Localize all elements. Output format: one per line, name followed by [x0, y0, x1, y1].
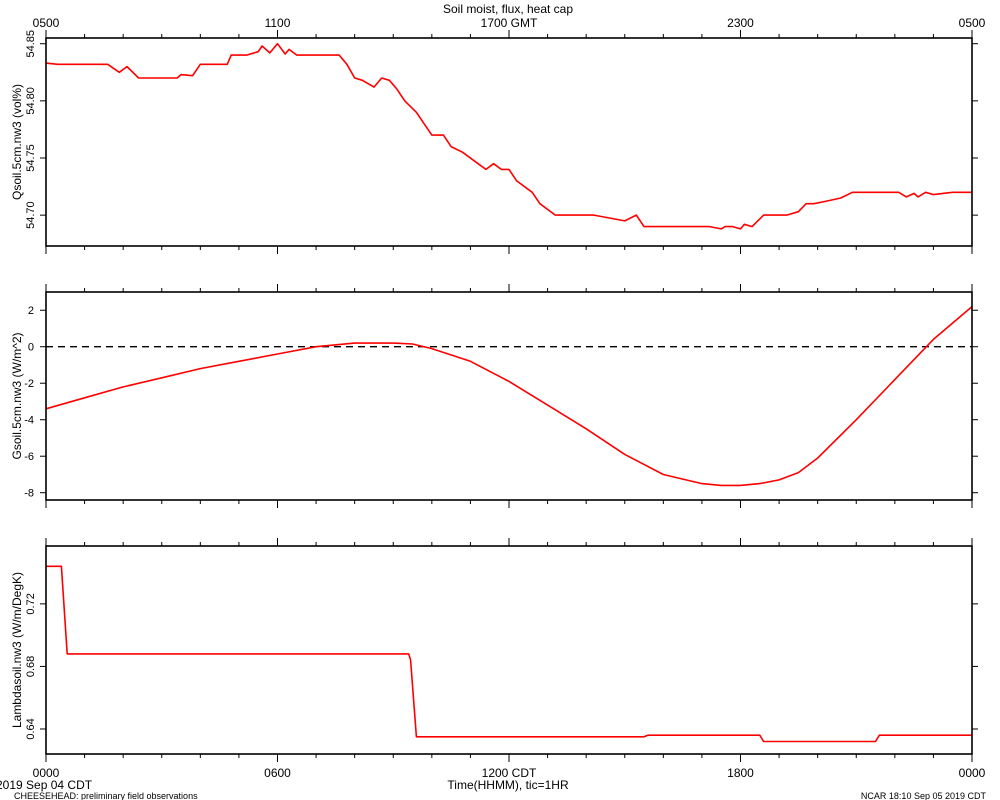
series-line	[46, 565, 972, 743]
panel-1: 54.70 54.75 54.80 54.85 Qsoil.5cm.nw3 (vol%)	[10, 30, 978, 254]
chart-title: Soil moist, flux, heat cap	[443, 2, 573, 16]
bottom-axis-label: 1800	[727, 766, 754, 780]
y-tick-label: -2	[24, 378, 34, 390]
timestamp-label: NCAR 18:10 Sep 05 2019 CDT	[861, 791, 987, 800]
y-tick-label: 0	[28, 342, 34, 354]
y-tick-label: -6	[24, 451, 34, 463]
bottom-axis-label: 0000	[959, 766, 986, 780]
top-axis-label: 1100	[265, 16, 291, 30]
y-tick-label: -8	[24, 488, 34, 500]
top-axis-label: 2300	[727, 16, 754, 30]
panel-2: -8 -6 -4 -2 0 2 Gsoil.5cm.nw3 (W/m^2)	[10, 284, 978, 508]
series-line	[45, 305, 973, 487]
y-tick-label: 54.75	[25, 144, 37, 172]
y-tick-label: 54.80	[25, 87, 37, 115]
top-axis-label: 0500	[33, 16, 60, 30]
panel-frame	[45, 37, 973, 247]
y-tick-label: 0.72	[25, 593, 37, 614]
x-axis-label: Time(HHMM), tic=1HR	[447, 778, 569, 792]
panel-frame	[45, 545, 973, 755]
y-axis-label: Gsoil.5cm.nw3 (W/m^2)	[10, 333, 24, 460]
top-axis-label: 0500	[959, 16, 986, 30]
project-label: CHEESEHEAD: preliminary field observatio…	[14, 791, 198, 800]
bottom-axis-label: 1200 CDT	[482, 766, 537, 780]
y-tick-label: 54.70	[25, 201, 37, 229]
y-tick-label: 54.85	[25, 30, 37, 58]
series-line	[45, 42, 972, 230]
bottom-axis-label: 0600	[264, 766, 291, 780]
y-tick-label: 2	[28, 305, 34, 317]
y-tick-label: 0.68	[25, 656, 37, 677]
panel-frame	[45, 291, 973, 501]
y-tick-label: 0.64	[25, 718, 37, 739]
y-axis-label: Lambdasoil.nw3 (W/m/DegK)	[10, 572, 24, 728]
y-tick-label: -4	[24, 415, 34, 427]
bottom-axis-label: 0000	[33, 766, 60, 780]
start-date-label: 2019 Sep 04 CDT	[0, 778, 93, 792]
y-axis-label: Qsoil.5cm.nw3 (vol%)	[10, 84, 24, 200]
top-axis-label: 1700 GMT	[481, 16, 538, 30]
